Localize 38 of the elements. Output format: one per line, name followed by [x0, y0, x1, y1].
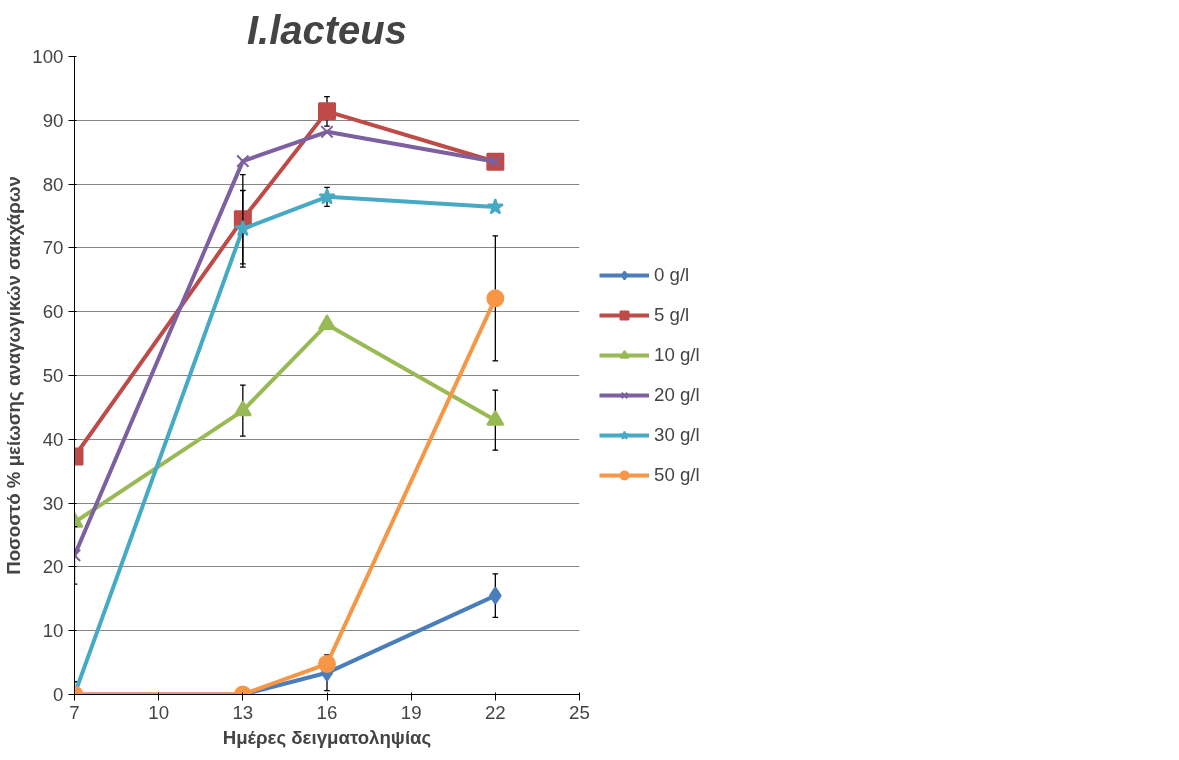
x-tick-label: 13	[232, 701, 254, 723]
point	[233, 400, 252, 417]
y-tick-label: 80	[42, 173, 64, 195]
y-axis-title: Ποσοστό % μείωσης αναγωγικών σακχάρων	[3, 176, 25, 575]
x-tick-label: 19	[400, 701, 422, 723]
y-tick-label: 30	[42, 492, 64, 514]
y-tick-label: 60	[42, 301, 64, 323]
x-tick-label: 10	[148, 701, 170, 723]
y-tick-label: 50	[42, 365, 64, 386]
point	[318, 102, 336, 121]
y-tick-label: 10	[42, 620, 64, 642]
y-tick-label: 40	[42, 428, 64, 450]
y-tick-label: 90	[42, 109, 64, 131]
point	[486, 198, 504, 215]
y-tick-label: 70	[42, 237, 64, 259]
x-tick-label: 16	[316, 701, 338, 723]
legend-label: 0 g/l	[654, 264, 690, 286]
point	[318, 654, 336, 673]
legend-label: 10 g/l	[654, 344, 700, 366]
legend-label: 20 g/l	[654, 384, 700, 406]
point	[320, 125, 334, 139]
x-tick-label: 7	[69, 701, 80, 723]
point	[234, 219, 252, 237]
legend-label: 5 g/l	[654, 304, 690, 326]
x-axis-title: Ημέρες δειγματοληψίας	[222, 726, 432, 748]
y-tick-label: 20	[42, 556, 64, 578]
x-tick-label: 25	[569, 701, 590, 723]
point	[236, 154, 250, 168]
legend-label: 50 g/l	[654, 464, 700, 486]
x-tick-label: 22	[484, 701, 506, 723]
point	[486, 409, 505, 426]
chart-title: I.lacteus	[246, 7, 408, 52]
y-tick-label: 0	[53, 684, 64, 705]
y-tick-label: 100	[32, 46, 64, 67]
point	[318, 314, 336, 331]
point	[318, 187, 336, 205]
point	[486, 289, 505, 308]
legend-label: 30 g/l	[654, 424, 700, 446]
